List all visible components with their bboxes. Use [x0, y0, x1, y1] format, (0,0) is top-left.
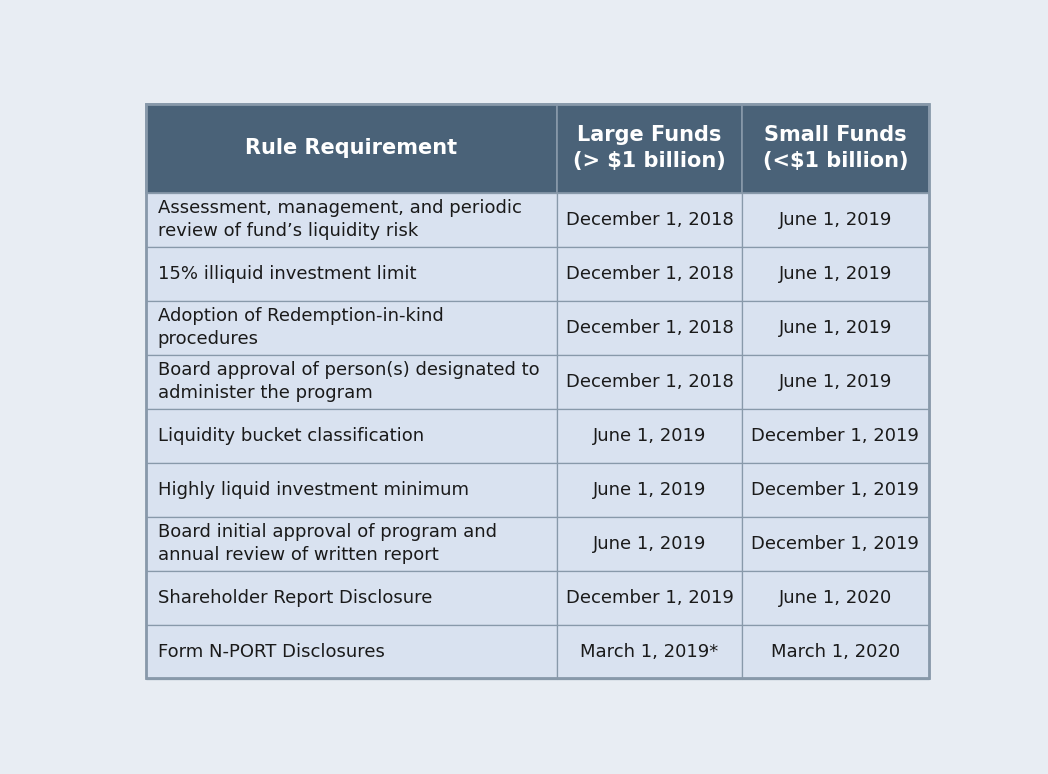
- Text: June 1, 2019: June 1, 2019: [593, 481, 706, 498]
- Text: December 1, 2018: December 1, 2018: [566, 319, 734, 337]
- Bar: [742, 625, 929, 679]
- Text: December 1, 2018: December 1, 2018: [566, 372, 734, 391]
- Bar: [742, 193, 929, 247]
- Text: December 1, 2018: December 1, 2018: [566, 265, 734, 283]
- Bar: [556, 193, 742, 247]
- Text: June 1, 2019: June 1, 2019: [779, 265, 892, 283]
- Text: June 1, 2019: June 1, 2019: [593, 426, 706, 445]
- Bar: [742, 354, 929, 409]
- Text: March 1, 2020: March 1, 2020: [771, 642, 900, 661]
- Bar: [742, 517, 929, 570]
- Text: December 1, 2019: December 1, 2019: [751, 481, 919, 498]
- Bar: [556, 409, 742, 463]
- Text: June 1, 2019: June 1, 2019: [779, 319, 892, 337]
- Bar: [556, 247, 742, 300]
- Text: June 1, 2019: June 1, 2019: [593, 535, 706, 553]
- Bar: [742, 104, 929, 193]
- Text: December 1, 2019: December 1, 2019: [751, 426, 919, 445]
- Bar: [742, 570, 929, 625]
- Text: June 1, 2019: June 1, 2019: [779, 211, 892, 228]
- Bar: [556, 300, 742, 354]
- Bar: [556, 463, 742, 517]
- Bar: [742, 300, 929, 354]
- Text: Liquidity bucket classification: Liquidity bucket classification: [158, 426, 424, 445]
- Text: Large Funds
(> $1 billion): Large Funds (> $1 billion): [573, 125, 726, 171]
- Bar: [556, 354, 742, 409]
- Bar: [146, 354, 556, 409]
- Text: March 1, 2019*: March 1, 2019*: [581, 642, 719, 661]
- Text: June 1, 2019: June 1, 2019: [779, 372, 892, 391]
- Bar: [742, 247, 929, 300]
- Bar: [146, 409, 556, 463]
- Bar: [146, 570, 556, 625]
- Bar: [146, 517, 556, 570]
- Bar: [146, 104, 556, 193]
- Bar: [146, 463, 556, 517]
- Text: Adoption of Redemption-in-kind
procedures: Adoption of Redemption-in-kind procedure…: [158, 307, 443, 348]
- Bar: [146, 300, 556, 354]
- Text: 15% illiquid investment limit: 15% illiquid investment limit: [158, 265, 416, 283]
- Bar: [556, 517, 742, 570]
- Text: Board initial approval of program and
annual review of written report: Board initial approval of program and an…: [158, 523, 497, 564]
- Text: Form N-PORT Disclosures: Form N-PORT Disclosures: [158, 642, 385, 661]
- Text: Small Funds
(<$1 billion): Small Funds (<$1 billion): [763, 125, 909, 171]
- Text: Shareholder Report Disclosure: Shareholder Report Disclosure: [158, 589, 432, 607]
- Text: Assessment, management, and periodic
review of fund’s liquidity risk: Assessment, management, and periodic rev…: [158, 199, 522, 241]
- Bar: [146, 247, 556, 300]
- Bar: [556, 570, 742, 625]
- Text: Highly liquid investment minimum: Highly liquid investment minimum: [158, 481, 468, 498]
- Text: December 1, 2018: December 1, 2018: [566, 211, 734, 228]
- Text: December 1, 2019: December 1, 2019: [566, 589, 734, 607]
- Bar: [556, 625, 742, 679]
- Text: December 1, 2019: December 1, 2019: [751, 535, 919, 553]
- Bar: [146, 193, 556, 247]
- Bar: [556, 104, 742, 193]
- Text: Board approval of person(s) designated to
administer the program: Board approval of person(s) designated t…: [158, 361, 540, 402]
- Text: June 1, 2020: June 1, 2020: [779, 589, 892, 607]
- Bar: [742, 409, 929, 463]
- Bar: [146, 625, 556, 679]
- Text: Rule Requirement: Rule Requirement: [245, 138, 457, 158]
- Bar: [742, 463, 929, 517]
